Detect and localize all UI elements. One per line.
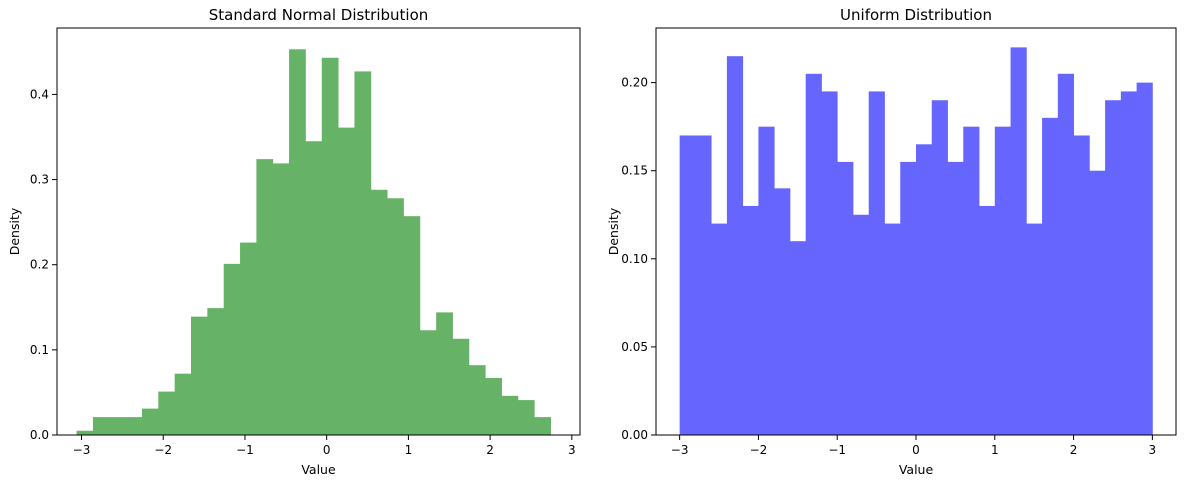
normal-histogram-bar [305, 141, 323, 436]
uniform-histogram-bar [994, 126, 1011, 436]
uniform-x-tick-label: −2 [750, 443, 768, 457]
normal-histogram-bar [289, 49, 306, 435]
normal-histogram-bar [321, 57, 339, 436]
normal-histogram-bar [272, 163, 290, 435]
uniform-histogram-bar [900, 161, 917, 435]
normal-histogram-ticks: −3 −2 −1 0 1 2 3 0.0 0.1 0.2 0.3 0.4 [30, 87, 576, 457]
normal-y-tick-label: 0.4 [30, 87, 49, 101]
normal-histogram-bar [534, 417, 551, 435]
normal-x-tick-label: 2 [486, 443, 494, 457]
normal-histogram-bar [256, 159, 274, 435]
uniform-y-tick-label: 0.05 [621, 340, 648, 354]
uniform-x-axis-label: Value [899, 462, 934, 477]
uniform-x-tick-label: 0 [912, 443, 920, 457]
normal-y-tick-label: 0.1 [30, 343, 49, 357]
uniform-histogram-bar [1057, 73, 1074, 435]
normal-histogram-bar [452, 338, 470, 435]
normal-histogram-bar [354, 71, 372, 436]
uniform-histogram-bar [884, 223, 901, 435]
normal-y-tick-label: 0.0 [30, 428, 49, 442]
normal-x-tick-label: −3 [73, 443, 91, 457]
uniform-histogram-bar [1089, 170, 1106, 435]
uniform-y-tick-label: 0.00 [621, 428, 648, 442]
normal-y-axis-label: Density [7, 207, 22, 255]
normal-histogram-bar [174, 373, 192, 435]
normal-histogram-panel: −3 −2 −1 0 1 2 3 0.0 0.1 0.2 0.3 0.4 Standard Norma… [7, 6, 581, 477]
normal-histogram-bar [338, 127, 355, 436]
uniform-histogram-bars [679, 47, 1153, 436]
uniform-histogram-bar [1042, 117, 1059, 436]
normal-histogram-bar [468, 365, 486, 435]
normal-plot-frame [56, 27, 581, 436]
normal-histogram-bar [158, 391, 176, 435]
uniform-plot-frame [655, 27, 1177, 436]
normal-histogram-bar [109, 417, 127, 435]
normal-chart-title: Standard Normal Distribution [209, 6, 429, 24]
normal-x-tick-label: 0 [323, 443, 331, 457]
uniform-x-tick-label: 3 [1149, 443, 1157, 457]
uniform-histogram-ticks: −3 −2 −1 0 1 2 3 0.00 0.05 0.10 0.15 0.20 [621, 76, 1156, 457]
normal-x-axis-label: Value [301, 462, 336, 477]
uniform-histogram-bar [1136, 82, 1153, 436]
uniform-histogram-bar [711, 223, 728, 435]
uniform-histogram-bar [963, 126, 980, 436]
uniform-y-tick-label: 0.10 [621, 252, 648, 266]
normal-histogram-bar [387, 198, 404, 435]
normal-histogram-bar [141, 408, 159, 435]
uniform-chart-title: Uniform Distribution [840, 6, 992, 24]
uniform-x-tick-label: −1 [828, 443, 846, 457]
normal-histogram-bar [240, 242, 257, 435]
uniform-histogram-bar [931, 100, 948, 436]
normal-histogram-bar [403, 216, 421, 435]
normal-histogram-bar [501, 395, 519, 435]
normal-histogram-bars [76, 49, 551, 436]
uniform-histogram-bar [774, 188, 791, 435]
normal-histogram-bar [92, 417, 110, 435]
uniform-x-tick-label: 1 [991, 443, 999, 457]
uniform-histogram-bar [916, 144, 933, 436]
normal-x-tick-label: 3 [568, 443, 576, 457]
uniform-x-tick-label: 2 [1070, 443, 1078, 457]
normal-histogram-bar [207, 308, 225, 435]
normal-histogram-bar [370, 189, 388, 435]
uniform-histogram-bar [742, 205, 759, 435]
normal-histogram-bar [419, 330, 437, 435]
normal-histogram-bar [485, 377, 502, 435]
normal-histogram-bar [191, 316, 208, 435]
uniform-histogram-bar [695, 135, 712, 436]
uniform-histogram-bar [1026, 223, 1043, 435]
uniform-y-axis-label: Density [606, 207, 621, 255]
uniform-y-tick-label: 0.15 [621, 164, 648, 178]
uniform-x-tick-label: −3 [671, 443, 689, 457]
normal-histogram-bar [436, 312, 453, 435]
uniform-histogram-bar [868, 91, 885, 436]
normal-y-tick-label: 0.2 [30, 258, 49, 272]
normal-histogram-bar [125, 417, 143, 435]
uniform-histogram-panel: −3 −2 −1 0 1 2 3 0.00 0.05 0.10 0.15 0.20 Uniform D… [606, 6, 1177, 477]
uniform-y-tick-label: 0.20 [621, 76, 648, 90]
uniform-histogram-bar [979, 205, 996, 435]
uniform-histogram-bar [821, 91, 838, 436]
uniform-histogram-bar [1073, 135, 1090, 436]
normal-histogram-bar [517, 400, 535, 435]
uniform-histogram-bar [805, 73, 822, 435]
uniform-histogram-bar [1120, 91, 1138, 436]
uniform-histogram-bar [679, 135, 696, 436]
normal-histogram-bar [223, 263, 241, 435]
uniform-histogram-bar [758, 126, 775, 436]
normal-x-tick-label: −2 [154, 443, 172, 457]
normal-y-tick-label: 0.3 [30, 173, 49, 187]
normal-histogram-bar [76, 430, 94, 435]
uniform-histogram-bar [789, 241, 807, 435]
uniform-histogram-bar [947, 161, 964, 435]
uniform-histogram-bar [852, 214, 870, 435]
uniform-histogram-bar [1010, 47, 1027, 435]
normal-x-tick-label: −1 [236, 443, 254, 457]
uniform-histogram-bar [837, 161, 854, 435]
uniform-histogram-bar [726, 56, 744, 435]
normal-x-tick-label: 1 [405, 443, 413, 457]
uniform-histogram-bar [1105, 100, 1122, 436]
